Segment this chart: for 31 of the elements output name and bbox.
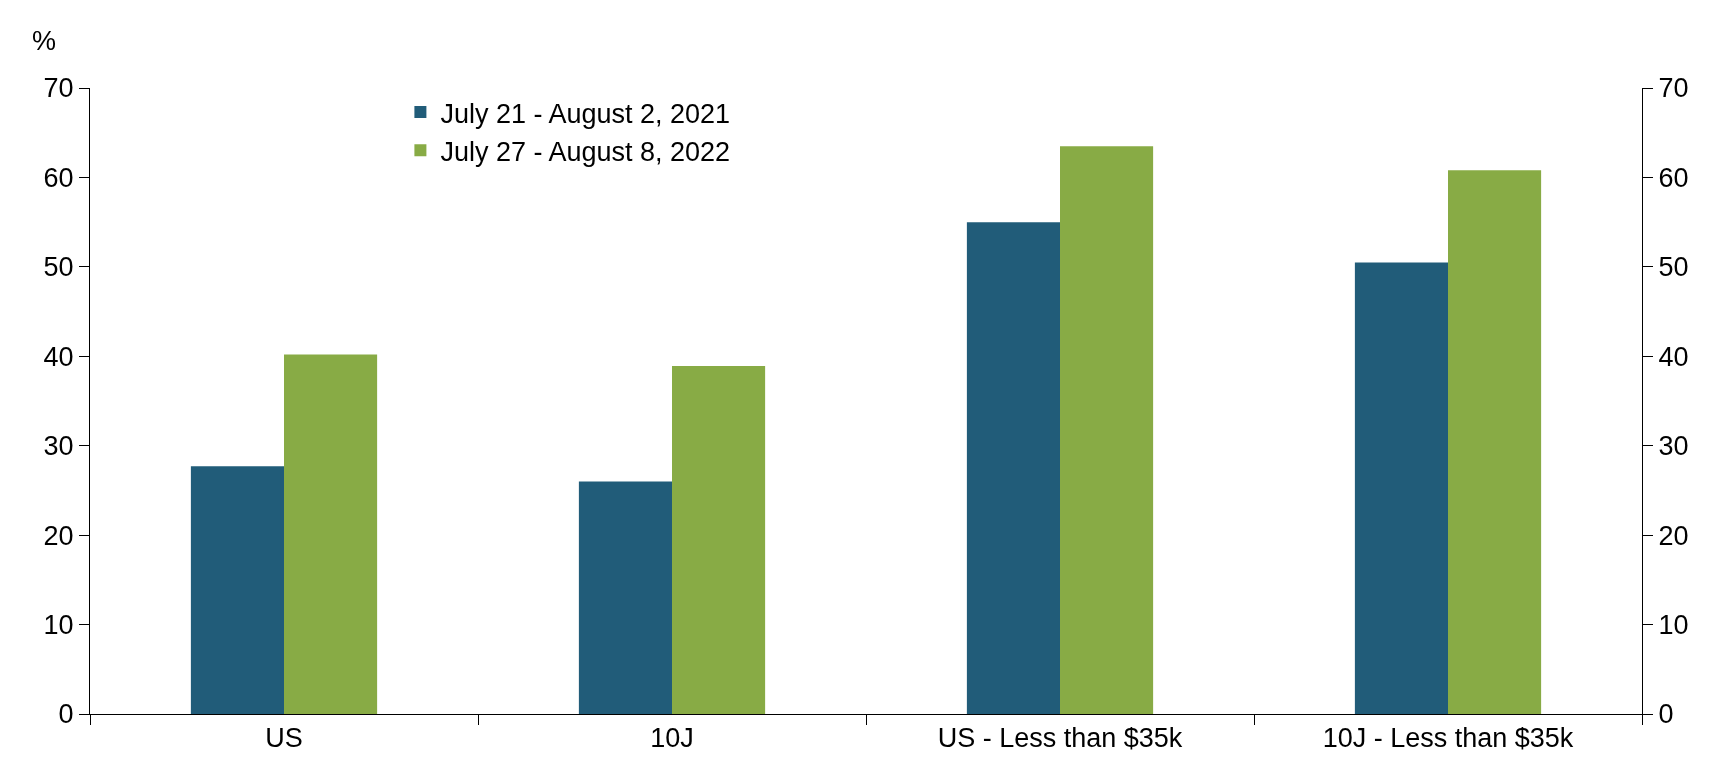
y-tick-label: 30 [43,431,74,462]
y-tick-label: 20 [43,520,74,551]
y2-tick-label: 50 [1658,252,1689,283]
bar [966,222,1060,714]
bar [190,466,284,714]
y-tick-label: 40 [43,341,74,372]
y2-tick-label: 40 [1658,341,1689,372]
y-tick-label: 70 [43,73,74,104]
y-tick-label: 50 [43,252,74,283]
y2-tick-label: 10 [1658,610,1689,641]
legend-label: July 27 - August 8, 2022 [440,136,731,167]
bar [1354,262,1448,714]
y2-tick-label: 0 [1658,699,1674,730]
x-tick-label: 10J - Less than $35k [1322,723,1574,754]
y-axis-title: % [32,26,57,56]
y-tick-label: 10 [43,610,74,641]
y2-tick-label: 30 [1658,431,1689,462]
x-tick-label: 10J [650,723,694,754]
y-tick-label: 60 [43,162,74,193]
x-tick-label: US - Less than $35k [937,723,1183,754]
bar [1448,170,1542,714]
legend-label: July 21 - August 2, 2021 [440,98,731,129]
y-tick-label: 0 [58,699,74,730]
bar [284,354,378,714]
y2-tick-label: 60 [1658,162,1689,193]
x-tick-label: US [265,723,303,754]
bar [672,366,766,714]
y2-tick-label: 20 [1658,520,1689,551]
bar [1060,146,1154,714]
y2-tick-label: 70 [1658,73,1689,104]
bar [578,481,672,714]
